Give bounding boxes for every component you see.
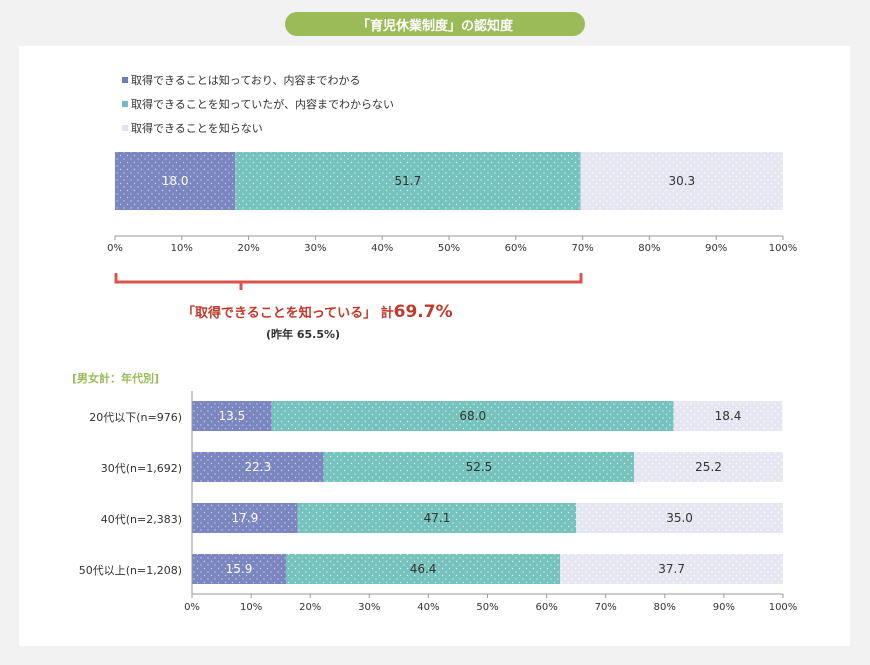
bar-value-label: 18.0 xyxy=(162,174,189,188)
legend-label-2: 取得できることを知っていたが、内容までわからない xyxy=(131,98,395,111)
bar-value-label: 47.1 xyxy=(424,511,451,525)
bar-segment xyxy=(580,152,783,210)
bar-segment xyxy=(560,554,783,584)
x-tick-label: 70% xyxy=(595,602,617,613)
bar-value-label: 17.9 xyxy=(232,511,259,525)
legend: 取得できることは知っており、内容までわかる 取得できることを知っていたが、内容ま… xyxy=(122,68,394,140)
legend-label-1: 取得できることは知っており、内容までわかる xyxy=(131,74,361,87)
x-tick-label: 60% xyxy=(535,602,557,613)
x-tick-label: 0% xyxy=(107,243,123,254)
row-label: 30代(n=1,692) xyxy=(100,462,182,475)
x-tick-label: 70% xyxy=(571,243,593,254)
section-label: [男女計：年代別] xyxy=(72,372,160,385)
bar-segment xyxy=(115,152,236,210)
x-tick-label: 100% xyxy=(769,243,798,254)
legend-label-3: 取得できることを知らない xyxy=(131,122,263,135)
row-label: 50代以上(n=1,208) xyxy=(78,564,182,577)
legend-swatch-3 xyxy=(122,125,128,131)
x-tick-label: 90% xyxy=(713,602,735,613)
bar-value-label: 13.5 xyxy=(219,409,246,423)
bar-segment xyxy=(192,452,324,482)
bar-value-label: 52.5 xyxy=(466,460,493,474)
bar-value-label: 30.3 xyxy=(668,174,695,188)
bar-segment xyxy=(323,452,635,482)
x-tick-label: 20% xyxy=(299,602,321,613)
x-tick-label: 50% xyxy=(438,243,460,254)
x-tick-label: 90% xyxy=(705,243,727,254)
bar-segment xyxy=(235,152,581,210)
summary-text: 「取得できることを知っている」 計69.7% xyxy=(182,302,453,322)
bar-value-label: 51.7 xyxy=(395,174,422,188)
summary-value: 69.7% xyxy=(393,302,453,322)
bar-value-label: 18.4 xyxy=(715,409,742,423)
bars-layer: 18.0 51.7 30.3 13.5 68.0 18.4 22.3 52.5 25.2 17.9… xyxy=(115,152,783,584)
bar-segment xyxy=(634,452,783,482)
bar-value-label: 22.3 xyxy=(245,460,272,474)
x-tick-label: 40% xyxy=(371,243,393,254)
x-tick-label: 80% xyxy=(638,243,660,254)
legend-item-3: 取得できることを知らない xyxy=(122,116,394,140)
legend-swatch-1 xyxy=(122,77,128,83)
x-tick-label: 30% xyxy=(304,243,326,254)
x-tick-label: 80% xyxy=(654,602,676,613)
bar-segment xyxy=(192,503,298,533)
summary-prev: (昨年 65.5%) xyxy=(266,328,341,341)
summary-bracket xyxy=(114,273,583,290)
page-title: 「育児休業制度」の認知度 xyxy=(285,12,585,36)
bar-value-label: 68.0 xyxy=(459,409,486,423)
bar-segment xyxy=(192,401,272,431)
legend-item-1: 取得できることは知っており、内容までわかる xyxy=(122,68,394,92)
x-tick-label: 30% xyxy=(358,602,380,613)
bar-value-label: 25.2 xyxy=(695,460,722,474)
x-tick-label: 10% xyxy=(171,243,193,254)
legend-swatch-2 xyxy=(122,101,128,107)
legend-item-2: 取得できることを知っていたが、内容までわからない xyxy=(122,92,394,116)
bar-segment xyxy=(297,503,577,533)
row-label: 40代(n=2,383) xyxy=(100,513,182,526)
bar-segment xyxy=(673,401,783,431)
bar-segment xyxy=(192,554,286,584)
x-tick-label: 40% xyxy=(417,602,439,613)
x-tick-label: 10% xyxy=(240,602,262,613)
x-tick-label: 0% xyxy=(184,602,200,613)
bar-segment xyxy=(285,554,561,584)
bar-segment xyxy=(576,503,783,533)
bar-value-label: 46.4 xyxy=(410,562,437,576)
row-label: 20代以下(n=976) xyxy=(89,411,182,424)
x-tick-label: 20% xyxy=(237,243,259,254)
chart-panel xyxy=(19,46,850,646)
x-tick-label: 50% xyxy=(476,602,498,613)
bar-value-label: 15.9 xyxy=(226,562,253,576)
summary-label: 「取得できることを知っている」 計 xyxy=(182,306,394,321)
x-tick-label: 60% xyxy=(505,243,527,254)
x-tick-label: 100% xyxy=(769,602,798,613)
bar-value-label: 37.7 xyxy=(658,562,685,576)
axes-layer: 0% 10% 20% 30% 40% 50% 60% 70% 80% 90% 100% 0% 10% 20… xyxy=(107,235,798,613)
bar-segment xyxy=(271,401,674,431)
bar-value-label: 35.0 xyxy=(666,511,693,525)
